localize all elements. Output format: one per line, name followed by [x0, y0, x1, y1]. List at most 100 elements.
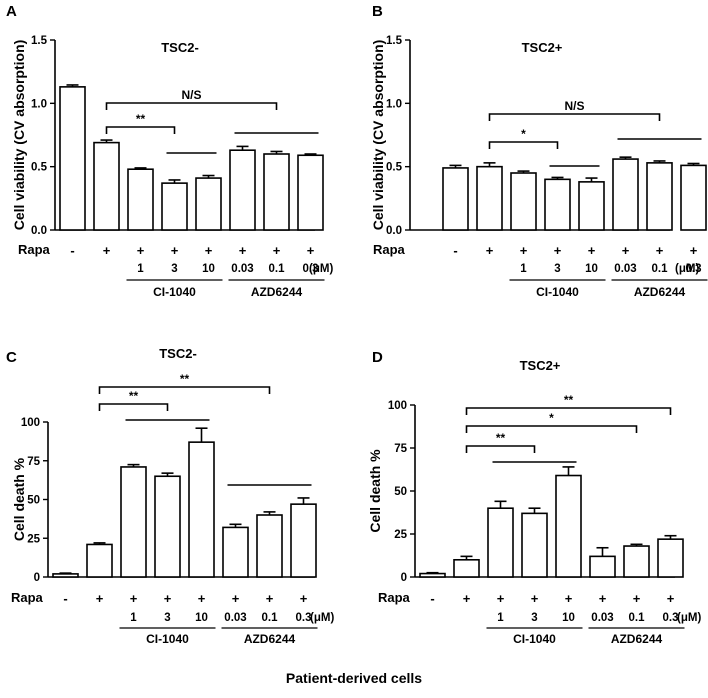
panel-a-concentration: 1 — [137, 263, 144, 275]
panel-c-rapa-symbol: + — [266, 591, 274, 606]
panel-b-rapa-symbol: + — [656, 243, 664, 258]
panel-c-concentration: 3 — [164, 612, 170, 624]
panel-b-title: TSC2+ — [522, 40, 563, 55]
panel-d-significance-bracket — [465, 445, 536, 453]
panel-c-y-tick-label: 0 — [34, 572, 40, 584]
panel-d-unit: (μM) — [677, 612, 701, 624]
panel-a-group-label: CI-1040 — [153, 285, 196, 299]
panel-d-concentration: 3 — [531, 612, 537, 624]
panel-d-significance-label: ** — [496, 431, 506, 445]
panel-c-significance-bracket — [98, 386, 271, 394]
panel-a-significance-label: ** — [136, 112, 146, 126]
panel-a-y-tick-label: 1.0 — [31, 98, 47, 110]
panel-d-significance-bracket — [465, 407, 672, 415]
panel-d-rapa-symbol: + — [633, 591, 641, 606]
panel-a-bar — [127, 168, 154, 231]
panel-a-rapa-symbol: + — [307, 243, 315, 258]
panel-d-rapa-symbol: + — [497, 591, 505, 606]
panel-d-y-tick-label: 100 — [388, 400, 407, 412]
panel-d-concentration: 0.1 — [629, 612, 646, 624]
panel-c-bar — [52, 573, 79, 578]
panel-a-bar — [161, 182, 188, 231]
panel-a-concentration: 10 — [202, 263, 215, 275]
panel-c-y-tick-label: 75 — [27, 456, 40, 468]
panel-c-y-tick-label: 25 — [27, 533, 40, 545]
panel-b-concentration: 10 — [585, 263, 598, 275]
panel-c-y-tick-label: 100 — [21, 417, 40, 429]
panel-a-rapa-symbol: + — [273, 243, 281, 258]
panel-d-y-tick-label: 75 — [394, 443, 407, 455]
panel-d-bar — [589, 555, 616, 578]
panel-a-bar — [195, 177, 222, 231]
panel-a-rapa-symbol: - — [70, 243, 74, 258]
panel-a-bar — [59, 86, 86, 231]
panel-b-y-axis-label: Cell viability (CV absorption) — [370, 40, 386, 231]
panel-d-bar — [555, 474, 582, 578]
panel-a-title: TSC2- — [161, 40, 199, 55]
panel-b-letter: B — [372, 3, 383, 20]
panel-c-significance-bracket — [98, 403, 169, 411]
panel-c-bar — [290, 503, 317, 578]
panel-d-significance-label: ** — [564, 393, 574, 407]
panel-d-rapa-symbol: + — [531, 591, 539, 606]
panel-b-bar — [612, 158, 639, 231]
panel-c-concentration: 1 — [130, 612, 137, 624]
panel-b-y-tick-label: 0.0 — [386, 225, 402, 237]
panel-d-rapa-symbol: + — [667, 591, 675, 606]
panel-c-y-tick-label: 50 — [27, 495, 40, 507]
panel-a-bar — [263, 153, 290, 231]
panel-a-concentration: 3 — [171, 263, 177, 275]
panel-c-group-label: CI-1040 — [146, 632, 189, 646]
panel-a-unit: (μM) — [309, 263, 333, 275]
panel-d-concentration: 10 — [562, 612, 575, 624]
panel-c-y-axis-label: Cell death % — [11, 457, 27, 541]
panel-d-concentration: 1 — [497, 612, 504, 624]
panel-b-unit: (μM) — [675, 263, 699, 275]
panel-d-significance-label: * — [549, 411, 554, 425]
panel-a-rapa-symbol: + — [205, 243, 213, 258]
panel-b-rapa-symbol: - — [453, 243, 457, 258]
panel-a-bar — [297, 154, 324, 231]
panel-d-bar — [487, 507, 514, 578]
panel-c-concentration: 0.03 — [224, 612, 246, 624]
panel-b-bar — [646, 162, 673, 231]
panel-d-y-axis-label: Cell death % — [367, 449, 383, 533]
panel-d-bar — [521, 512, 548, 578]
panel-d-rapa-symbol: + — [599, 591, 607, 606]
panel-c-rapa-symbol: + — [300, 591, 308, 606]
panel-c-rapa-symbol: + — [164, 591, 172, 606]
panel-a-concentration: 0.3 — [303, 263, 319, 275]
panel-c-letter: C — [6, 349, 17, 366]
panel-b-bar — [680, 164, 707, 231]
panel-b-rapa-symbol: + — [622, 243, 630, 258]
panel-a-y-tick-label: 1.5 — [31, 35, 48, 47]
panel-b-bar — [544, 178, 571, 231]
panel-a-bar — [229, 149, 256, 231]
panel-b-group-label: AZD6244 — [634, 285, 686, 299]
panel-b-rapa-symbol: + — [588, 243, 596, 258]
panel-a-concentration: 0.1 — [269, 263, 286, 275]
panel-b-concentration: 0.03 — [614, 263, 636, 275]
panel-c-title: TSC2- — [159, 346, 197, 361]
panel-b-group-label: CI-1040 — [536, 285, 579, 299]
panel-c-concentration: 0.1 — [262, 612, 279, 624]
panel-a-y-tick-label: 0.5 — [31, 162, 48, 174]
panel-b-concentration: 3 — [554, 263, 560, 275]
panel-b-rapa-symbol: + — [486, 243, 494, 258]
panel-b-rapa-symbol: + — [520, 243, 528, 258]
panel-b-bar — [510, 172, 537, 231]
panel-a-significance-label: N/S — [181, 88, 201, 102]
panel-d-group-label: CI-1040 — [513, 632, 556, 646]
panel-b-concentration: 0.3 — [686, 263, 702, 275]
panel-d-bar — [453, 558, 480, 578]
panel-c-unit: (μM) — [310, 612, 334, 624]
panel-d-y-tick-label: 25 — [394, 529, 407, 541]
panel-c-bar — [222, 526, 249, 578]
panel-c-rapa-symbol: - — [63, 591, 67, 606]
panel-d-concentration: 0.3 — [663, 612, 679, 624]
panel-c-group-label: AZD6244 — [244, 632, 296, 646]
panel-b-bar — [578, 181, 605, 231]
panel-c-concentration: 10 — [195, 612, 208, 624]
panel-a-rapa-symbol: + — [171, 243, 179, 258]
panel-d-title: TSC2+ — [520, 358, 561, 373]
